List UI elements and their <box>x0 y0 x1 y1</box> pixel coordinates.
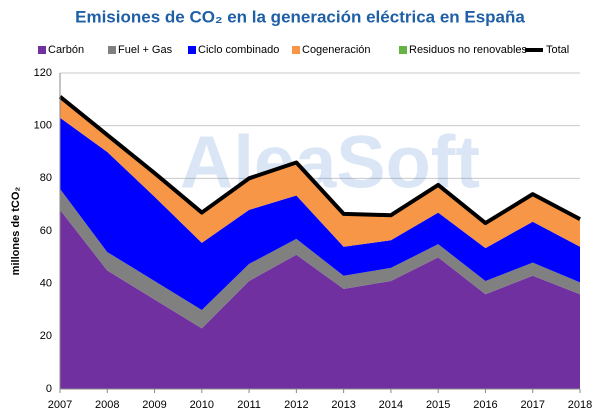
legend-swatch <box>108 46 116 54</box>
x-tick-label: 2009 <box>142 399 166 411</box>
x-tick-label: 2012 <box>284 399 308 411</box>
legend-label: Ciclo combinado <box>198 44 279 56</box>
x-tick-label: 2010 <box>190 399 214 411</box>
x-tick-label: 2007 <box>48 399 72 411</box>
legend-label: Cogeneración <box>302 44 371 56</box>
legend-swatch <box>399 46 407 54</box>
legend-label: Fuel + Gas <box>118 44 173 56</box>
legend-swatch <box>38 46 46 54</box>
area <box>60 209 580 389</box>
y-tick-label: 60 <box>40 225 52 237</box>
y-tick-label: 120 <box>34 67 52 79</box>
area <box>60 188 580 329</box>
chart-title: Emisiones de CO₂ en la generación eléctr… <box>75 7 525 26</box>
legend-label: Total <box>546 44 569 56</box>
legend-swatch <box>292 46 300 54</box>
x-tick-label: 2008 <box>95 399 119 411</box>
y-tick-label: 20 <box>40 330 52 342</box>
y-tick-label: 40 <box>40 278 52 290</box>
area <box>60 98 580 249</box>
x-tick-label: 2018 <box>568 399 592 411</box>
y-tick-label: 80 <box>40 172 52 184</box>
y-axis-label: millones de tCO₂ <box>10 187 22 276</box>
x-tick-label: 2014 <box>379 399 403 411</box>
x-tick-label: 2015 <box>426 399 450 411</box>
total-line <box>58 95 581 226</box>
legend-swatch <box>188 46 196 54</box>
area <box>60 117 580 311</box>
y-tick-label: 100 <box>34 120 52 132</box>
legend-label: Carbón <box>48 44 84 56</box>
y-tick-label: 0 <box>46 383 52 395</box>
x-tick-label: 2011 <box>237 399 261 411</box>
x-tick-label: 2017 <box>520 399 544 411</box>
x-tick-label: 2016 <box>473 399 497 411</box>
legend-label: Residuos no renovables <box>409 44 528 56</box>
x-tick-label: 2013 <box>331 399 355 411</box>
